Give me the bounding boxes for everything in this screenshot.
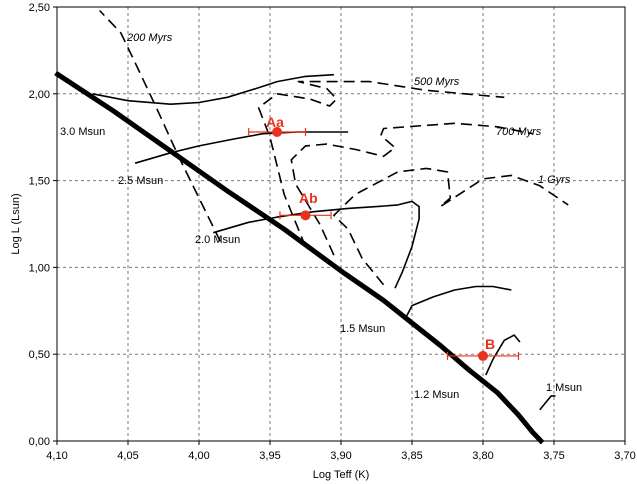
x-axis-title: Log Teff (K) xyxy=(313,469,369,481)
track-1-5-msun xyxy=(404,285,512,320)
star-marker xyxy=(300,210,311,221)
x-tick-label: 3,70 xyxy=(614,450,635,462)
star-label-ab: Ab xyxy=(299,190,318,206)
track-label-2-5-msun: 2.5 Msun xyxy=(118,175,163,187)
star-marker xyxy=(478,350,488,361)
track-3-0-msun xyxy=(92,73,334,105)
track-label-1-5-msun: 1.5 Msun xyxy=(340,323,385,335)
isochrone-700-myrs xyxy=(290,122,533,256)
x-tick-label: 4,10 xyxy=(46,450,67,462)
y-tick-label: 1,50 xyxy=(29,176,50,188)
isochrone-label-200-myrs: 200 Myrs xyxy=(126,32,173,44)
y-tick-label: 0,00 xyxy=(29,436,50,448)
zams-line xyxy=(54,70,545,445)
track-label-1-2-msun: 1.2 Msun xyxy=(414,389,459,401)
x-tick-label: 3,75 xyxy=(543,450,564,462)
track-label-3-0-msun: 3.0 Msun xyxy=(60,126,105,138)
star-label-aa: Aa xyxy=(266,114,284,130)
track-label-1-msun: 1 Msun xyxy=(546,382,582,394)
track-label-2-0-msun: 2.0 Msun xyxy=(195,234,240,246)
isochrone-1-gyrs xyxy=(333,167,569,286)
star-points xyxy=(248,126,520,361)
star-marker xyxy=(272,126,283,137)
star-b xyxy=(446,350,520,361)
x-tick-label: 3,90 xyxy=(330,450,351,462)
x-tick-label: 3,80 xyxy=(472,450,493,462)
star-aa xyxy=(248,126,307,137)
track-1-msun xyxy=(539,395,556,411)
isochrone-label-700-myrs: 700 Myrs xyxy=(496,126,542,138)
track-2-0-msun xyxy=(212,200,420,289)
y-tick-label: 2,50 xyxy=(29,2,50,14)
y-tick-label: 1,00 xyxy=(29,262,50,274)
star-ab xyxy=(279,210,332,221)
isochrone-200-myrs xyxy=(99,9,222,242)
x-tick-label: 3,85 xyxy=(401,450,422,462)
isochrone-label-500-myrs: 500 Myrs xyxy=(414,76,460,88)
x-tick-label: 4,05 xyxy=(117,450,138,462)
gridlines xyxy=(57,7,625,441)
track-1-2-msun xyxy=(485,334,521,376)
y-tick-label: 0,50 xyxy=(29,349,50,361)
x-axis-ticks: 4,10 4,05 4,00 3,95 3,90 3,85 3,80 3,75 3,70 xyxy=(46,441,636,462)
zams-path xyxy=(54,70,545,445)
isochrone-label-1-gyrs: 1 Gyrs xyxy=(538,174,571,186)
x-tick-label: 4,00 xyxy=(188,450,209,462)
isochrone-500-myrs xyxy=(257,80,505,247)
x-tick-label: 3,95 xyxy=(259,450,280,462)
star-label-b: B xyxy=(485,336,495,352)
y-tick-label: 2,00 xyxy=(29,89,50,101)
y-axis-title: Log L (Lsun) xyxy=(10,193,22,254)
y-axis-ticks: 0,00 0,50 1,00 1,50 2,00 2,50 xyxy=(29,2,57,448)
